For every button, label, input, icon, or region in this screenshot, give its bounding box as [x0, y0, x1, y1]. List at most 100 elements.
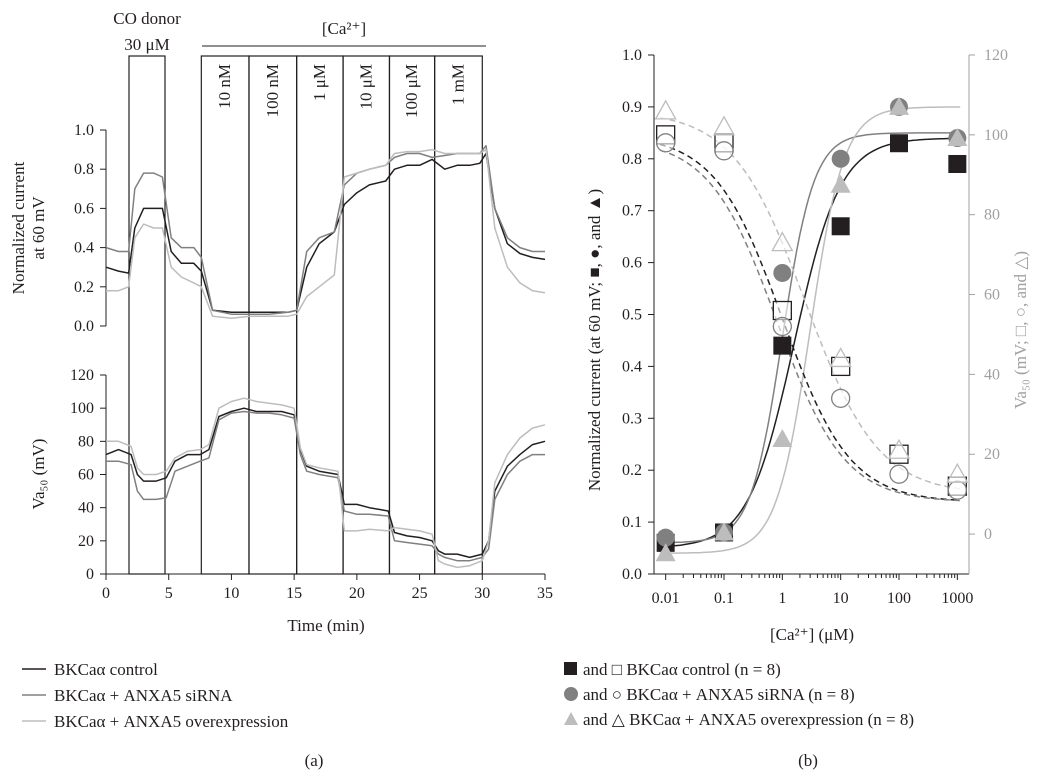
panel-a-bottom-ylabel: Va₅₀ (mV)	[29, 439, 48, 510]
b-left-y-tick-label: 0.7	[622, 203, 642, 220]
filled-circle-point	[773, 263, 792, 282]
panel-b: 0.0 0.1 0.2 0.3 0.4 0.5 0.6 0.7 0.8 0.9 1.0 0 20 40 6…	[564, 47, 1030, 770]
open-triangle-point	[771, 231, 794, 252]
b-left-y-tick-label: 0.3	[622, 410, 642, 427]
filled-circle-point	[831, 149, 850, 168]
legend-label-b-control: and □ BKCaα control (n = 8)	[583, 660, 781, 679]
legend-label-overexpression: BKCaα + ANXA5 overexpression	[54, 712, 289, 731]
filled-square-point	[890, 134, 908, 153]
filled-triangle-point	[772, 429, 793, 448]
panel-a-top-ylabel-2: at 60 mV	[29, 196, 48, 260]
b-left-y-tick-label: 0.4	[622, 358, 642, 375]
calcium-box-label: 10 nM	[215, 64, 234, 109]
a-bottom-y-tick-label: 80	[78, 433, 94, 450]
calcium-box	[296, 55, 344, 575]
open-triangle-point	[887, 438, 911, 459]
calcium-box-label: 1 mM	[448, 64, 467, 105]
open-circle-point	[889, 464, 909, 484]
a-top-y-tick-label: 0.6	[74, 200, 94, 217]
a-x-tick-label: 5	[165, 585, 173, 602]
a-bottom-trace-control	[105, 407, 546, 559]
panel-b-xlabel: [Ca²⁺] (μM)	[770, 625, 854, 644]
filled-triangle-point	[830, 174, 851, 193]
panel-a-xlabel: Time (min)	[287, 616, 364, 635]
panel-a-bottom-y-ticks: 0 20 40 60 80 100 120	[70, 367, 106, 583]
fit-current-overexpression	[659, 106, 961, 554]
calcium-box	[342, 55, 391, 575]
a-bottom-y-tick-label: 60	[78, 467, 94, 484]
calcium-boxes: 10 nM 100 nM 1 μM 10 μM 100 μM 1 mM	[200, 55, 483, 575]
legend-label-control: BKCaα control	[54, 660, 158, 679]
a-x-tick-label: 15	[286, 585, 302, 602]
panel-a-top-y-ticks: 0.0 0.2 0.4 0.6 0.8 1.0	[74, 122, 106, 335]
a-bottom-y-tick-label: 40	[78, 500, 94, 517]
panel-b-right-ylabel: Va₅₀ (mV; □, ○, and △)	[1011, 251, 1030, 409]
filled-triangle-point	[947, 128, 968, 147]
b-right-y-tick-label: 120	[984, 47, 1008, 64]
a-top-y-tick-label: 1.0	[74, 122, 94, 139]
b-x-tick-label: 0.01	[652, 590, 680, 607]
a-x-tick-label: 25	[412, 585, 428, 602]
a-top-trace-overexpression	[106, 148, 546, 319]
panel-a-bottom-traces	[105, 397, 546, 569]
b-right-y-tick-label: 40	[984, 366, 1000, 383]
fit-va50-sirna	[659, 149, 961, 502]
calcium-box-label: 1 μM	[310, 64, 329, 101]
filled-square-point	[948, 154, 967, 173]
panel-b-left-ylabel: Normalized current (at 60 mV; ■, ●, and …	[585, 189, 604, 491]
b-x-tick-label: 10	[833, 590, 849, 607]
b-left-y-tick-label: 0.9	[622, 99, 642, 116]
open-circle-point	[831, 388, 851, 408]
a-top-y-tick-label: 0.0	[74, 318, 94, 335]
legend-label-sirna: BKCaα + ANXA5 siRNA	[54, 686, 233, 705]
b-right-y-tick-label: 100	[984, 127, 1008, 144]
fit-current-control	[659, 137, 961, 548]
panel-a-x-ticks: 0 5 10 15 20 25 30 35	[102, 574, 553, 602]
panel-b-label: (b)	[798, 751, 818, 770]
a-x-tick-label: 0	[102, 585, 110, 602]
b-right-y-tick-label: 20	[984, 446, 1000, 463]
b-left-y-tick-label: 0.6	[622, 255, 642, 272]
a-bottom-trace-overexpression	[106, 397, 546, 569]
a-top-y-tick-label: 0.8	[74, 161, 94, 178]
b-x-tick-label: 1	[778, 590, 786, 607]
calcium-box	[388, 55, 436, 575]
calcium-box	[200, 55, 250, 575]
filled-triangle-point	[655, 543, 676, 562]
b-x-tick-label: 0.1	[714, 590, 734, 607]
panel-a-legend: BKCaα control BKCaα + ANXA5 siRNA BKCaα …	[22, 660, 289, 731]
panel-b-data-points	[654, 96, 969, 562]
fit-va50-overexpression	[659, 116, 961, 490]
a-bottom-y-tick-label: 120	[70, 367, 94, 384]
open-circle-point	[714, 141, 734, 161]
a-bottom-y-tick-label: 0	[86, 566, 94, 583]
legend-marker-overexpression-filled	[564, 712, 578, 725]
b-right-y-tick-label: 0	[984, 526, 992, 543]
b-left-y-tick-label: 0.2	[622, 462, 642, 479]
open-circle-point	[656, 133, 676, 153]
open-circle-point	[772, 316, 792, 337]
calcium-box	[248, 55, 298, 575]
co-donor-concentration: 30 μM	[124, 35, 169, 54]
b-right-y-tick-label: 80	[984, 207, 1000, 224]
open-triangle-point	[654, 99, 677, 120]
fit-current-sirna	[659, 132, 961, 544]
b-x-tick-label: 100	[887, 590, 911, 607]
panel-b-x-ticks: 0.01 0.1 1 10 100 1000	[652, 574, 973, 607]
filled-circle-point	[656, 528, 675, 547]
panel-a-top-ylabel-1: Normalized current	[9, 161, 28, 294]
b-left-y-tick-label: 0.8	[622, 151, 642, 168]
legend-marker-control-filled	[564, 662, 577, 675]
calcium-label: [Ca²⁺]	[322, 19, 366, 38]
panel-a-top-traces	[105, 144, 546, 319]
legend-marker-sirna-filled	[564, 687, 578, 701]
filled-triangle-point	[889, 96, 909, 115]
co-donor-label: CO donor	[113, 9, 181, 28]
a-top-trace-sirna	[105, 144, 545, 315]
open-triangle-point	[829, 347, 852, 368]
filled-triangle-point	[714, 522, 734, 541]
a-top-y-tick-label: 0.2	[74, 279, 94, 296]
panel-b-legend: and □ BKCaα control (n = 8) and ○ BKCaα …	[564, 660, 914, 729]
b-right-y-tick-label: 60	[984, 287, 1000, 304]
